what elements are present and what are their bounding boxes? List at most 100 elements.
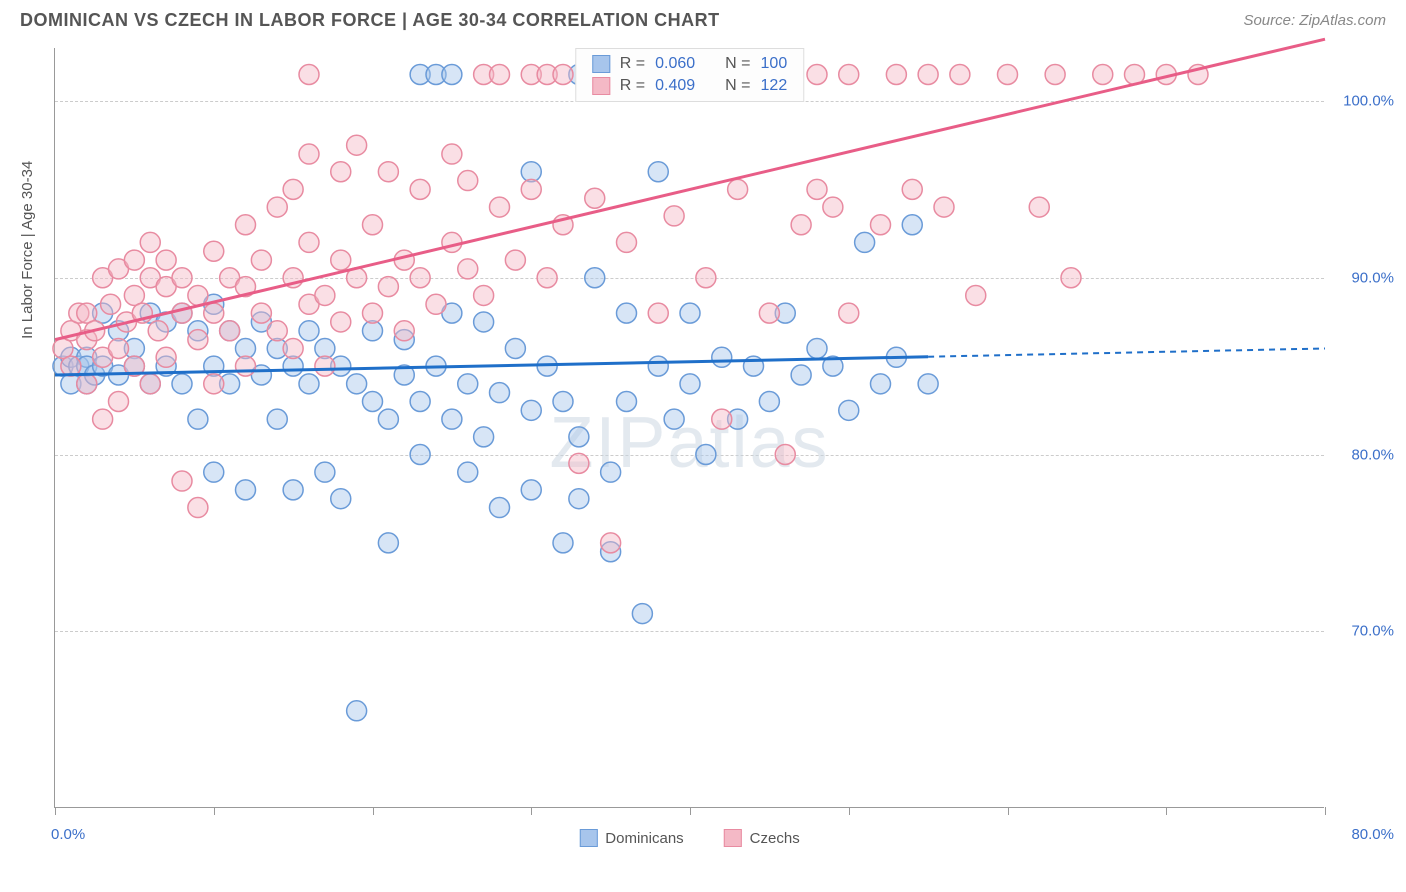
scatter-point (442, 144, 462, 164)
scatter-point (458, 171, 478, 191)
scatter-point (839, 65, 859, 85)
scatter-point (617, 303, 637, 323)
scatter-point (474, 285, 494, 305)
x-tick (1008, 807, 1009, 815)
scatter-point (791, 215, 811, 235)
n-value: 122 (761, 77, 788, 95)
scatter-point (442, 232, 462, 252)
scatter-point (410, 179, 430, 199)
scatter-point (871, 374, 891, 394)
y-tick-label: 90.0% (1351, 269, 1394, 286)
scatter-point (172, 268, 192, 288)
chart-plot-area: In Labor Force | Age 30-34 70.0%80.0%90.… (54, 48, 1324, 808)
scatter-svg (55, 48, 1324, 807)
scatter-point (490, 498, 510, 518)
scatter-point (299, 232, 319, 252)
scatter-point (664, 409, 684, 429)
x-tick (531, 807, 532, 815)
scatter-point (236, 215, 256, 235)
scatter-point (823, 197, 843, 217)
legend-label: Czechs (750, 830, 800, 847)
scatter-point (680, 303, 700, 323)
x-axis-min-label: 0.0% (51, 826, 85, 843)
scatter-point (728, 179, 748, 199)
scatter-point (553, 65, 573, 85)
legend-swatch (592, 55, 610, 73)
scatter-point (347, 701, 367, 721)
legend-item: Dominicans (579, 829, 683, 847)
scatter-point (267, 409, 287, 429)
scatter-point (378, 277, 398, 297)
scatter-point (902, 179, 922, 199)
scatter-point (204, 374, 224, 394)
scatter-point (267, 197, 287, 217)
scatter-point (331, 312, 351, 332)
n-value: 100 (761, 55, 788, 73)
y-tick-label: 80.0% (1351, 446, 1394, 463)
scatter-point (347, 135, 367, 155)
scatter-point (966, 285, 986, 305)
scatter-point (839, 303, 859, 323)
scatter-point (1093, 65, 1113, 85)
scatter-point (601, 462, 621, 482)
scatter-point (251, 303, 271, 323)
scatter-point (759, 391, 779, 411)
scatter-point (585, 188, 605, 208)
scatter-point (315, 285, 335, 305)
scatter-point (712, 347, 732, 367)
scatter-point (378, 162, 398, 182)
scatter-point (347, 374, 367, 394)
scatter-point (839, 400, 859, 420)
scatter-point (283, 338, 303, 358)
scatter-point (394, 321, 414, 341)
scatter-point (474, 312, 494, 332)
scatter-point (410, 268, 430, 288)
scatter-point (101, 294, 121, 314)
scatter-point (680, 374, 700, 394)
scatter-point (664, 206, 684, 226)
r-label: R = (620, 55, 645, 73)
scatter-point (902, 215, 922, 235)
x-axis-max-label: 80.0% (1351, 826, 1394, 843)
scatter-point (363, 391, 383, 411)
scatter-point (188, 285, 208, 305)
scatter-point (283, 480, 303, 500)
scatter-point (918, 65, 938, 85)
scatter-point (315, 462, 335, 482)
scatter-point (775, 445, 795, 465)
scatter-point (807, 179, 827, 199)
scatter-point (299, 144, 319, 164)
scatter-point (1061, 268, 1081, 288)
scatter-point (410, 391, 430, 411)
scatter-point (648, 303, 668, 323)
x-tick (849, 807, 850, 815)
scatter-point (521, 400, 541, 420)
legend-stat-row: R =0.409N =122 (592, 75, 787, 97)
scatter-point (490, 383, 510, 403)
scatter-point (442, 65, 462, 85)
legend-swatch (592, 77, 610, 95)
scatter-point (553, 391, 573, 411)
scatter-point (521, 480, 541, 500)
scatter-point (855, 232, 875, 252)
scatter-point (124, 250, 144, 270)
scatter-point (188, 409, 208, 429)
scatter-point (791, 365, 811, 385)
scatter-point (648, 356, 668, 376)
scatter-point (712, 409, 732, 429)
scatter-point (204, 241, 224, 261)
scatter-point (617, 232, 637, 252)
scatter-point (109, 391, 129, 411)
x-tick (55, 807, 56, 815)
legend-label: Dominicans (605, 830, 683, 847)
scatter-point (378, 409, 398, 429)
scatter-point (886, 65, 906, 85)
scatter-point (474, 427, 494, 447)
correlation-legend: R =0.060N =100R =0.409N =122 (575, 48, 804, 102)
y-tick-label: 100.0% (1343, 93, 1394, 110)
x-tick (373, 807, 374, 815)
scatter-point (1045, 65, 1065, 85)
scatter-point (299, 374, 319, 394)
r-value: 0.409 (655, 77, 695, 95)
scatter-point (490, 197, 510, 217)
